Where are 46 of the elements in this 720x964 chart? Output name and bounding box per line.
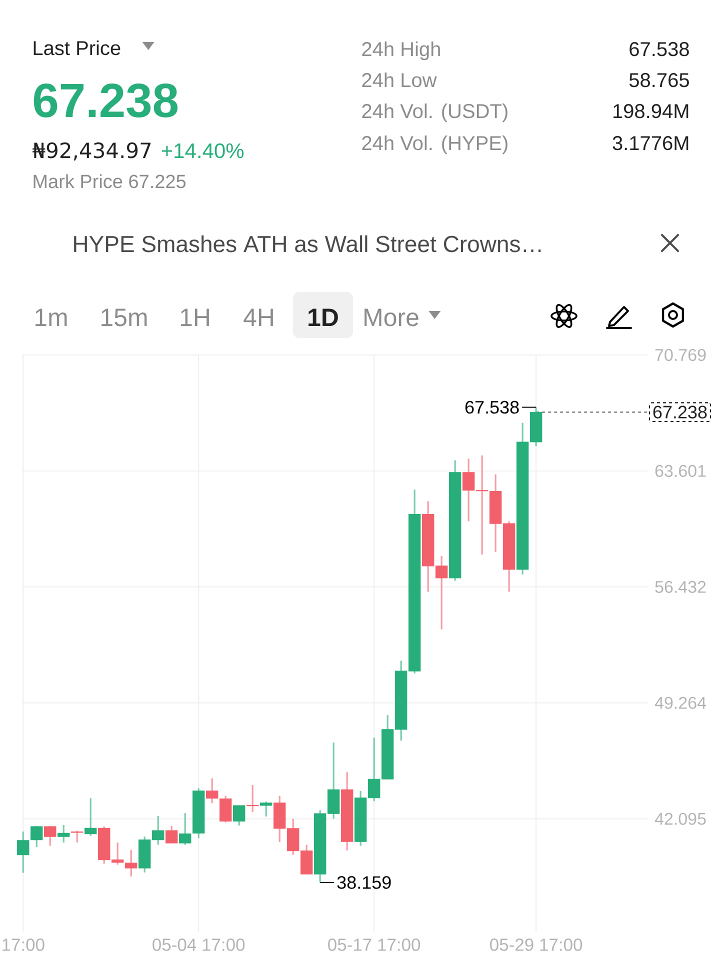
annotation: 38.159 xyxy=(337,876,391,889)
y-tick-label: 56.432 xyxy=(655,580,706,593)
text: ₦92,434.97 xyxy=(32,142,151,160)
candlestick xyxy=(166,825,178,844)
candlestick xyxy=(206,778,218,804)
text: More xyxy=(364,308,418,326)
text: 3.1776M xyxy=(612,136,688,150)
text: 24h Vol. (USDT) xyxy=(362,104,508,122)
chart-title: Last Price xyxy=(34,40,120,56)
text: 67.538 xyxy=(630,42,689,56)
ref-line-label: 67.238 xyxy=(653,406,707,418)
x-tick-label: 05-04 17:00 xyxy=(152,938,245,951)
candlestick xyxy=(125,849,138,878)
x-tick-label: 05-29 17:00 xyxy=(490,938,582,951)
y-tick-label: 63.601 xyxy=(655,464,706,477)
text: 15m xyxy=(102,308,147,326)
x-tick-label: 17:00 xyxy=(2,938,44,951)
annotation: 67.538 xyxy=(465,400,519,414)
text: Mark Price 67.225 xyxy=(34,174,186,188)
y-tick-label: 49.264 xyxy=(654,696,706,709)
text: 1D xyxy=(308,308,338,326)
candlestick xyxy=(17,830,30,874)
text: +14.40% xyxy=(162,143,244,158)
chart-subtitle: 67.238 xyxy=(34,83,178,118)
candlestick xyxy=(219,794,232,824)
candlestick xyxy=(260,800,272,818)
text: 58.765 xyxy=(629,73,689,88)
text: 24h Vol. (HYPE) xyxy=(362,136,508,154)
y-tick-label: 70.769 xyxy=(655,348,706,362)
text: 4H xyxy=(244,308,273,326)
candlestick xyxy=(84,797,97,837)
text: 24h Low xyxy=(362,72,437,88)
candlestick xyxy=(71,830,84,844)
candlestick xyxy=(232,804,246,826)
candlestick xyxy=(44,825,56,847)
y-tick-label: 42.095 xyxy=(654,812,706,825)
text: 198.94M xyxy=(613,104,688,118)
candlestick xyxy=(246,784,259,813)
text: 1H xyxy=(180,308,209,326)
candlestick xyxy=(179,812,192,846)
text: HYPE Smashes ATH as Wall Street Crowns… xyxy=(74,235,541,252)
text: 24h High xyxy=(362,42,440,60)
text: 1m xyxy=(36,308,67,326)
candlestick xyxy=(58,824,70,844)
candlestick xyxy=(30,825,43,848)
x-tick-label: 05-17 17:00 xyxy=(328,938,420,951)
